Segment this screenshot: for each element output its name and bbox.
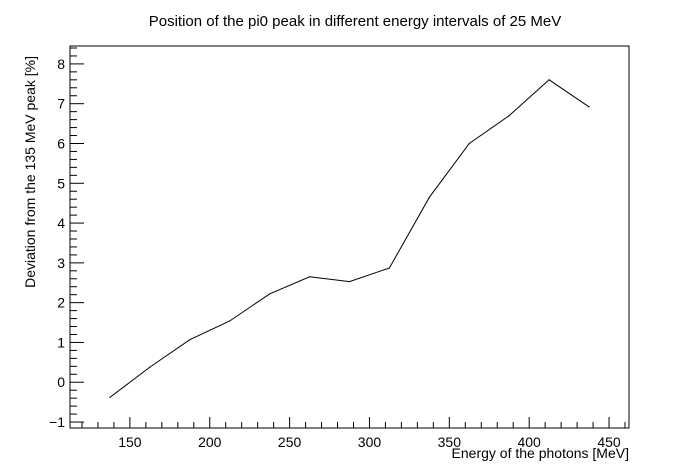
y-tick-label: 1 xyxy=(57,334,65,350)
data-point xyxy=(508,115,510,117)
series-group xyxy=(109,79,590,398)
x-tick-label: 300 xyxy=(358,434,382,450)
y-axis: −1 0 1 2 3 4 5 6 7 8 xyxy=(49,47,84,430)
data-point xyxy=(269,293,271,295)
y-tick-label: −1 xyxy=(49,414,65,430)
y-tick-label: 2 xyxy=(57,295,65,311)
y-tick-label: 7 xyxy=(57,96,65,112)
x-axis: 150 200 250 300 350 400 450 xyxy=(81,417,626,450)
y-tick-label: 6 xyxy=(57,135,65,151)
data-point xyxy=(308,276,311,278)
data-point xyxy=(468,142,470,145)
data-point xyxy=(348,280,351,283)
chart-title: Position of the pi0 peak in different en… xyxy=(149,13,561,30)
y-tick-label: 0 xyxy=(57,374,65,390)
y-tick-label: 4 xyxy=(57,215,65,231)
series-line xyxy=(109,79,590,398)
data-point xyxy=(428,196,430,198)
x-tick-label: 450 xyxy=(597,434,621,450)
y-tick-label: 5 xyxy=(57,175,65,191)
x-axis-label: Energy of the photons [MeV] xyxy=(452,445,629,461)
data-point xyxy=(189,339,191,341)
x-tick-label: 350 xyxy=(438,434,462,450)
y-tick-label: 8 xyxy=(57,56,65,72)
x-tick-label: 200 xyxy=(198,434,222,450)
data-point xyxy=(229,320,231,322)
data-point xyxy=(548,79,550,81)
data-point xyxy=(388,267,391,269)
y-axis-label: Deviation from the 135 MeV peak [%] xyxy=(22,56,38,288)
x-tick-label: 250 xyxy=(278,434,302,450)
data-point xyxy=(588,106,590,108)
x-tick-label: 150 xyxy=(118,434,142,450)
plot-frame xyxy=(69,45,630,429)
data-point xyxy=(149,366,151,368)
x-tick-label: 400 xyxy=(517,434,541,450)
data-point xyxy=(109,396,111,398)
y-tick-label: 3 xyxy=(57,255,65,271)
